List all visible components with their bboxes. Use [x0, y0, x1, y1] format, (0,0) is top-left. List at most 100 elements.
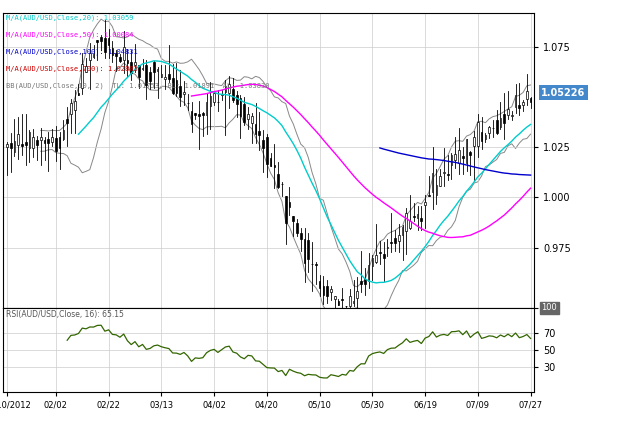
Bar [436, 185, 437, 195]
Bar [289, 201, 291, 207]
Bar [492, 128, 494, 129]
Bar [115, 53, 117, 56]
Bar [466, 139, 468, 163]
Bar [371, 258, 373, 266]
Bar [48, 139, 49, 142]
Bar [100, 37, 102, 41]
Bar [473, 137, 475, 146]
Text: 100: 100 [541, 303, 557, 312]
Bar [32, 137, 34, 148]
Bar [394, 238, 396, 242]
Bar [107, 38, 109, 45]
Bar [496, 120, 498, 132]
Bar [247, 114, 249, 119]
Bar [206, 102, 208, 115]
Bar [243, 104, 245, 122]
Bar [51, 137, 53, 142]
Bar [18, 135, 19, 145]
Bar [198, 114, 200, 116]
Bar [375, 255, 377, 262]
Bar [29, 132, 31, 148]
Bar [519, 105, 520, 108]
Bar [462, 156, 464, 158]
Bar [417, 214, 418, 217]
Bar [300, 233, 302, 239]
Bar [25, 142, 27, 145]
Bar [522, 102, 524, 105]
Bar [127, 60, 128, 63]
Bar [421, 218, 422, 221]
Bar [458, 150, 460, 162]
Bar [349, 296, 351, 306]
Bar [259, 131, 260, 135]
Bar [387, 247, 388, 248]
Bar [391, 242, 392, 243]
Bar [326, 285, 328, 296]
Bar [488, 127, 490, 133]
Bar [55, 138, 57, 152]
Bar [402, 227, 403, 235]
Bar [236, 94, 238, 103]
Bar [439, 176, 441, 186]
Bar [134, 62, 136, 65]
Bar [270, 158, 271, 166]
Bar [319, 281, 321, 288]
Text: 1.05226: 1.05226 [541, 87, 586, 98]
Bar [119, 57, 121, 61]
Bar [507, 109, 509, 115]
Bar [157, 69, 159, 71]
Bar [285, 197, 286, 223]
Bar [78, 93, 79, 95]
Bar [74, 101, 76, 110]
Bar [131, 62, 132, 74]
Bar [183, 92, 185, 94]
Bar [409, 221, 411, 229]
Bar [164, 77, 166, 79]
Bar [228, 84, 230, 93]
Bar [262, 140, 264, 149]
Bar [292, 216, 294, 221]
Bar [526, 90, 528, 99]
Bar [334, 296, 336, 299]
Bar [191, 111, 192, 123]
Text: M/A(AUD/USD,Close,100): 1.04831: M/A(AUD/USD,Close,100): 1.04831 [6, 48, 138, 55]
Bar [172, 78, 174, 93]
Bar [368, 265, 369, 281]
Bar [477, 122, 479, 145]
Text: M/A(AUD/USD,Close,200): 1.02803: M/A(AUD/USD,Close,200): 1.02803 [6, 66, 138, 72]
Bar [352, 301, 354, 303]
Bar [379, 252, 381, 253]
Bar [315, 264, 317, 265]
Bar [278, 174, 279, 187]
Bar [217, 102, 219, 103]
Bar [503, 114, 505, 123]
Bar [194, 113, 196, 115]
Bar [209, 96, 211, 106]
Bar [308, 240, 309, 259]
Bar [224, 86, 226, 92]
Bar [70, 103, 72, 114]
Text: BB(AUD/USD,Close,10, 2)  TL: 1.01753, BL: 1.01891  AL: 1.03830: BB(AUD/USD,Close,10, 2) TL: 1.01753, BL:… [6, 83, 269, 89]
Bar [413, 216, 414, 217]
Text: RSI(AUD/USD,Close, 16): 65.15: RSI(AUD/USD,Close, 16): 65.15 [6, 310, 124, 319]
Bar [338, 301, 339, 304]
Bar [85, 66, 87, 72]
Bar [40, 137, 42, 140]
Bar [428, 194, 430, 196]
Bar [66, 120, 68, 123]
Bar [149, 72, 151, 81]
Bar [330, 289, 332, 292]
Bar [481, 132, 482, 141]
Bar [161, 74, 162, 77]
Bar [454, 154, 456, 160]
Bar [356, 291, 358, 298]
Bar [443, 172, 445, 174]
Bar [232, 90, 234, 100]
Bar [484, 135, 486, 139]
Bar [424, 202, 426, 205]
Bar [202, 113, 204, 115]
Bar [176, 80, 178, 93]
Bar [168, 74, 170, 79]
Bar [10, 143, 11, 148]
Bar [44, 140, 46, 143]
